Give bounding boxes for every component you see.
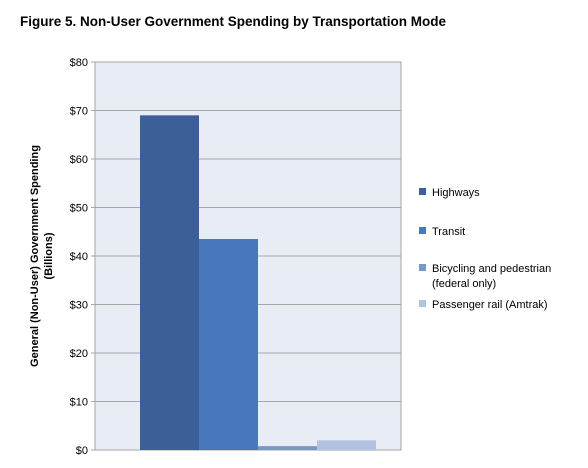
y-axis-label: General (Non-User) Government Spending [29, 145, 41, 367]
legend-label: Passenger rail (Amtrak) [432, 299, 548, 311]
legend-swatch [419, 300, 426, 307]
y-tick-label: $40 [70, 251, 88, 263]
y-tick-label: $60 [70, 154, 88, 166]
legend-swatch [419, 188, 426, 195]
y-tick-label: $80 [70, 57, 88, 69]
bar [140, 115, 199, 450]
y-tick-label: $70 [70, 106, 88, 118]
bar [199, 239, 258, 450]
chart-title: Figure 5. Non-User Government Spending b… [20, 14, 447, 29]
bars [140, 115, 376, 450]
legend: Highways Transit Bicycling and pedestrian (… [419, 187, 551, 311]
y-tick-label: $0 [76, 445, 88, 457]
legend-label: Bicycling and pedestrian [432, 263, 551, 275]
bar [258, 446, 317, 450]
y-axis-ticks: $0 $10 $20 $30 $40 $50 $60 $70 $80 [70, 57, 95, 457]
legend-swatch [419, 264, 426, 271]
y-tick-label: $20 [70, 348, 88, 360]
legend-swatch [419, 227, 426, 234]
y-tick-label: $30 [70, 300, 88, 312]
legend-label: (federal only) [432, 278, 496, 290]
bar [317, 440, 376, 450]
y-tick-label: $10 [70, 397, 88, 409]
y-tick-label: $50 [70, 203, 88, 215]
legend-label: Transit [432, 226, 465, 238]
legend-label: Highways [432, 187, 480, 199]
y-axis-label-unit: (Billions) [43, 232, 55, 279]
